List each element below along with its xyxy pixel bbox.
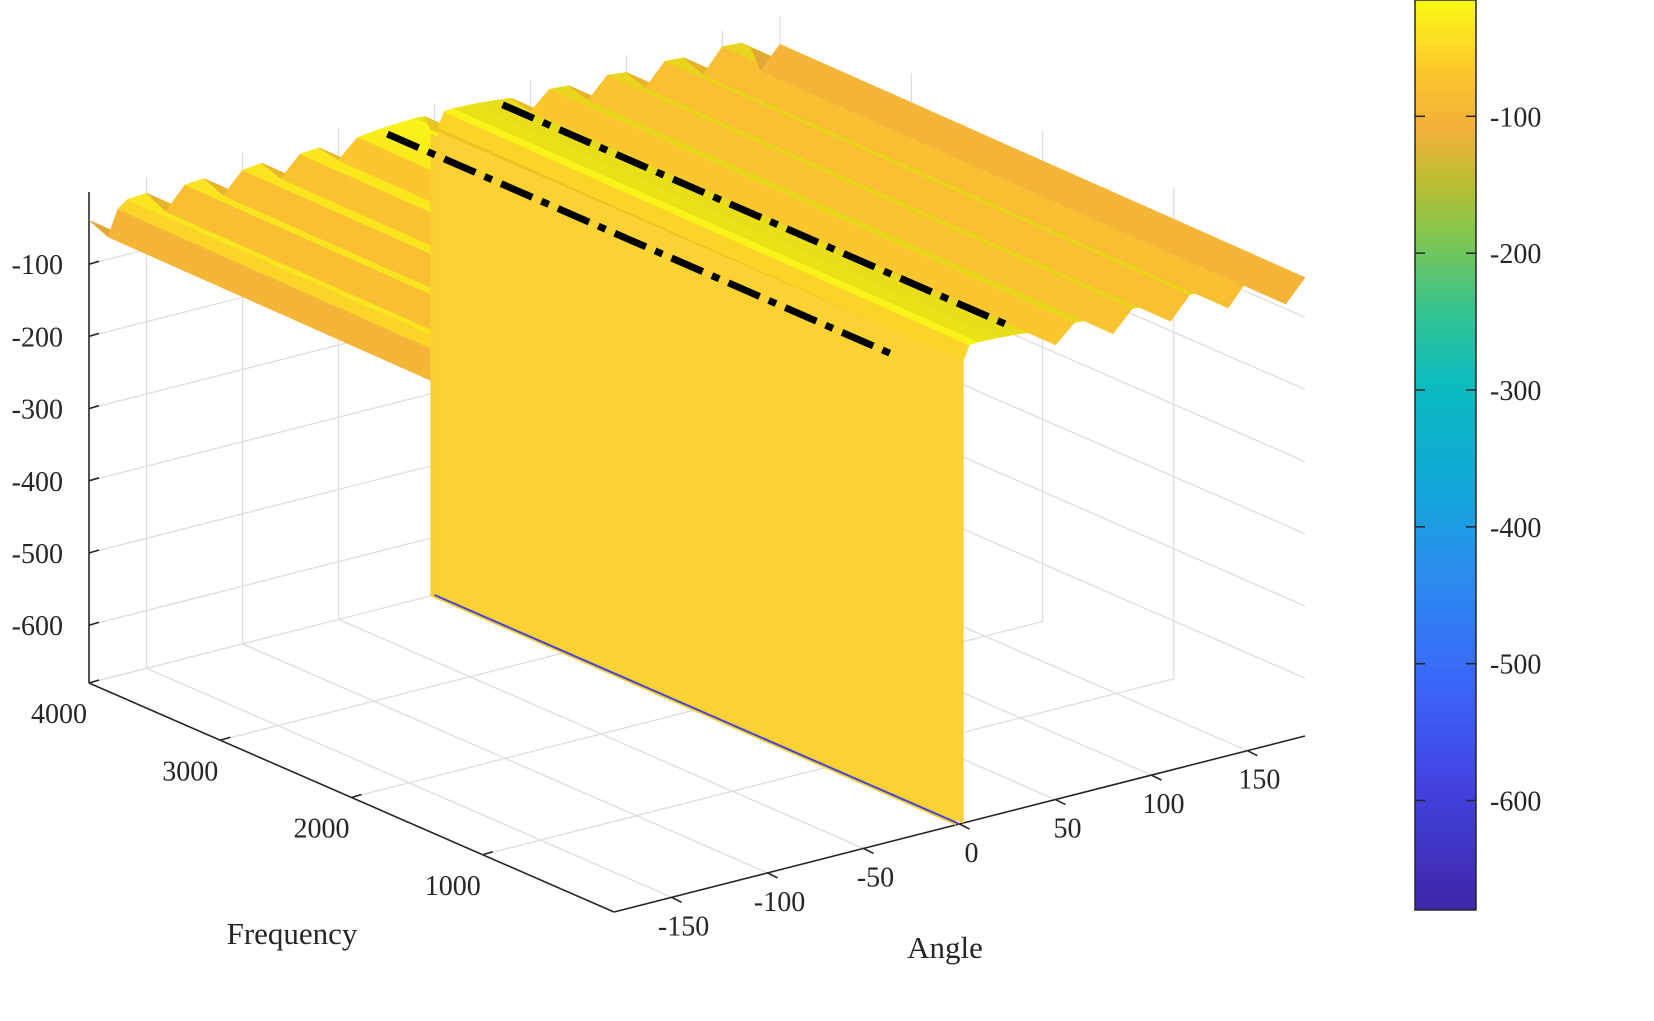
z-tick-mark (88, 260, 100, 265)
z-tick-label: -500 (12, 539, 63, 570)
z-tick-label: -600 (12, 611, 63, 642)
x-tick-label: -150 (658, 911, 709, 942)
y-tick-mark (482, 850, 493, 856)
x-tick-mark (959, 823, 970, 830)
z-tick-label: -300 (12, 395, 63, 426)
colorbar-gradient (1414, 0, 1477, 911)
x-tick-label: 100 (1142, 789, 1184, 820)
z-tick-mark (88, 332, 100, 338)
grid-line-frequency (482, 187, 1175, 856)
x-tick-label: 50 (1053, 814, 1081, 845)
y-tick-label: 4000 (31, 699, 87, 730)
x-axis-label: Angle (907, 930, 983, 965)
colorbar-tick-label: -500 (1490, 650, 1541, 681)
colorbar-tick-label: -600 (1490, 787, 1541, 818)
x-tick-mark (1055, 798, 1066, 806)
y-tick-mark (220, 736, 231, 742)
x-tick-label: 150 (1238, 765, 1280, 796)
x-tick-mark (863, 847, 874, 855)
z-tick-label: -200 (12, 322, 63, 353)
x-tick-label: -100 (754, 887, 805, 918)
y-tick-label: 2000 (294, 814, 350, 845)
y-tick-mark (88, 679, 100, 684)
colorbar-tick-label: -300 (1490, 376, 1541, 407)
reference-lines-layer (386, 101, 1008, 358)
x-tick-label: 0 (965, 838, 979, 869)
x-tick-mark (767, 872, 778, 879)
x-tick-mark (1247, 749, 1258, 757)
y-tick-label: 3000 (162, 756, 218, 787)
z-tick-mark (88, 477, 100, 482)
axis-labels-layer: Angle Frequency (227, 916, 983, 965)
z-tick-label: -100 (12, 250, 63, 281)
z-tick-mark (88, 404, 100, 410)
notch-wall (437, 131, 964, 824)
colorbar-tick-label: -400 (1490, 513, 1541, 544)
surface-layer (88, 42, 1306, 826)
colorbar: -100 -200 -300 -400 -500 -600 (1414, 0, 1541, 911)
x-tick-mark (671, 896, 682, 904)
reference-line (501, 101, 1008, 328)
y-axis-label: Frequency (227, 916, 358, 951)
z-tick-label: -400 (12, 467, 63, 498)
reference-line (386, 130, 893, 358)
z-tick-mark (88, 621, 100, 627)
x-tick-label: -50 (857, 862, 894, 893)
y-tick-label: 1000 (425, 871, 481, 902)
notch-floor-edge (434, 594, 960, 825)
surface-strip (760, 43, 1306, 305)
z-tick-mark (88, 549, 100, 554)
x-tick-mark (1151, 774, 1162, 781)
colorbar-tick-label: -100 (1490, 102, 1541, 133)
colorbar-tick-label: -200 (1490, 239, 1541, 270)
y-tick-mark (351, 793, 362, 799)
